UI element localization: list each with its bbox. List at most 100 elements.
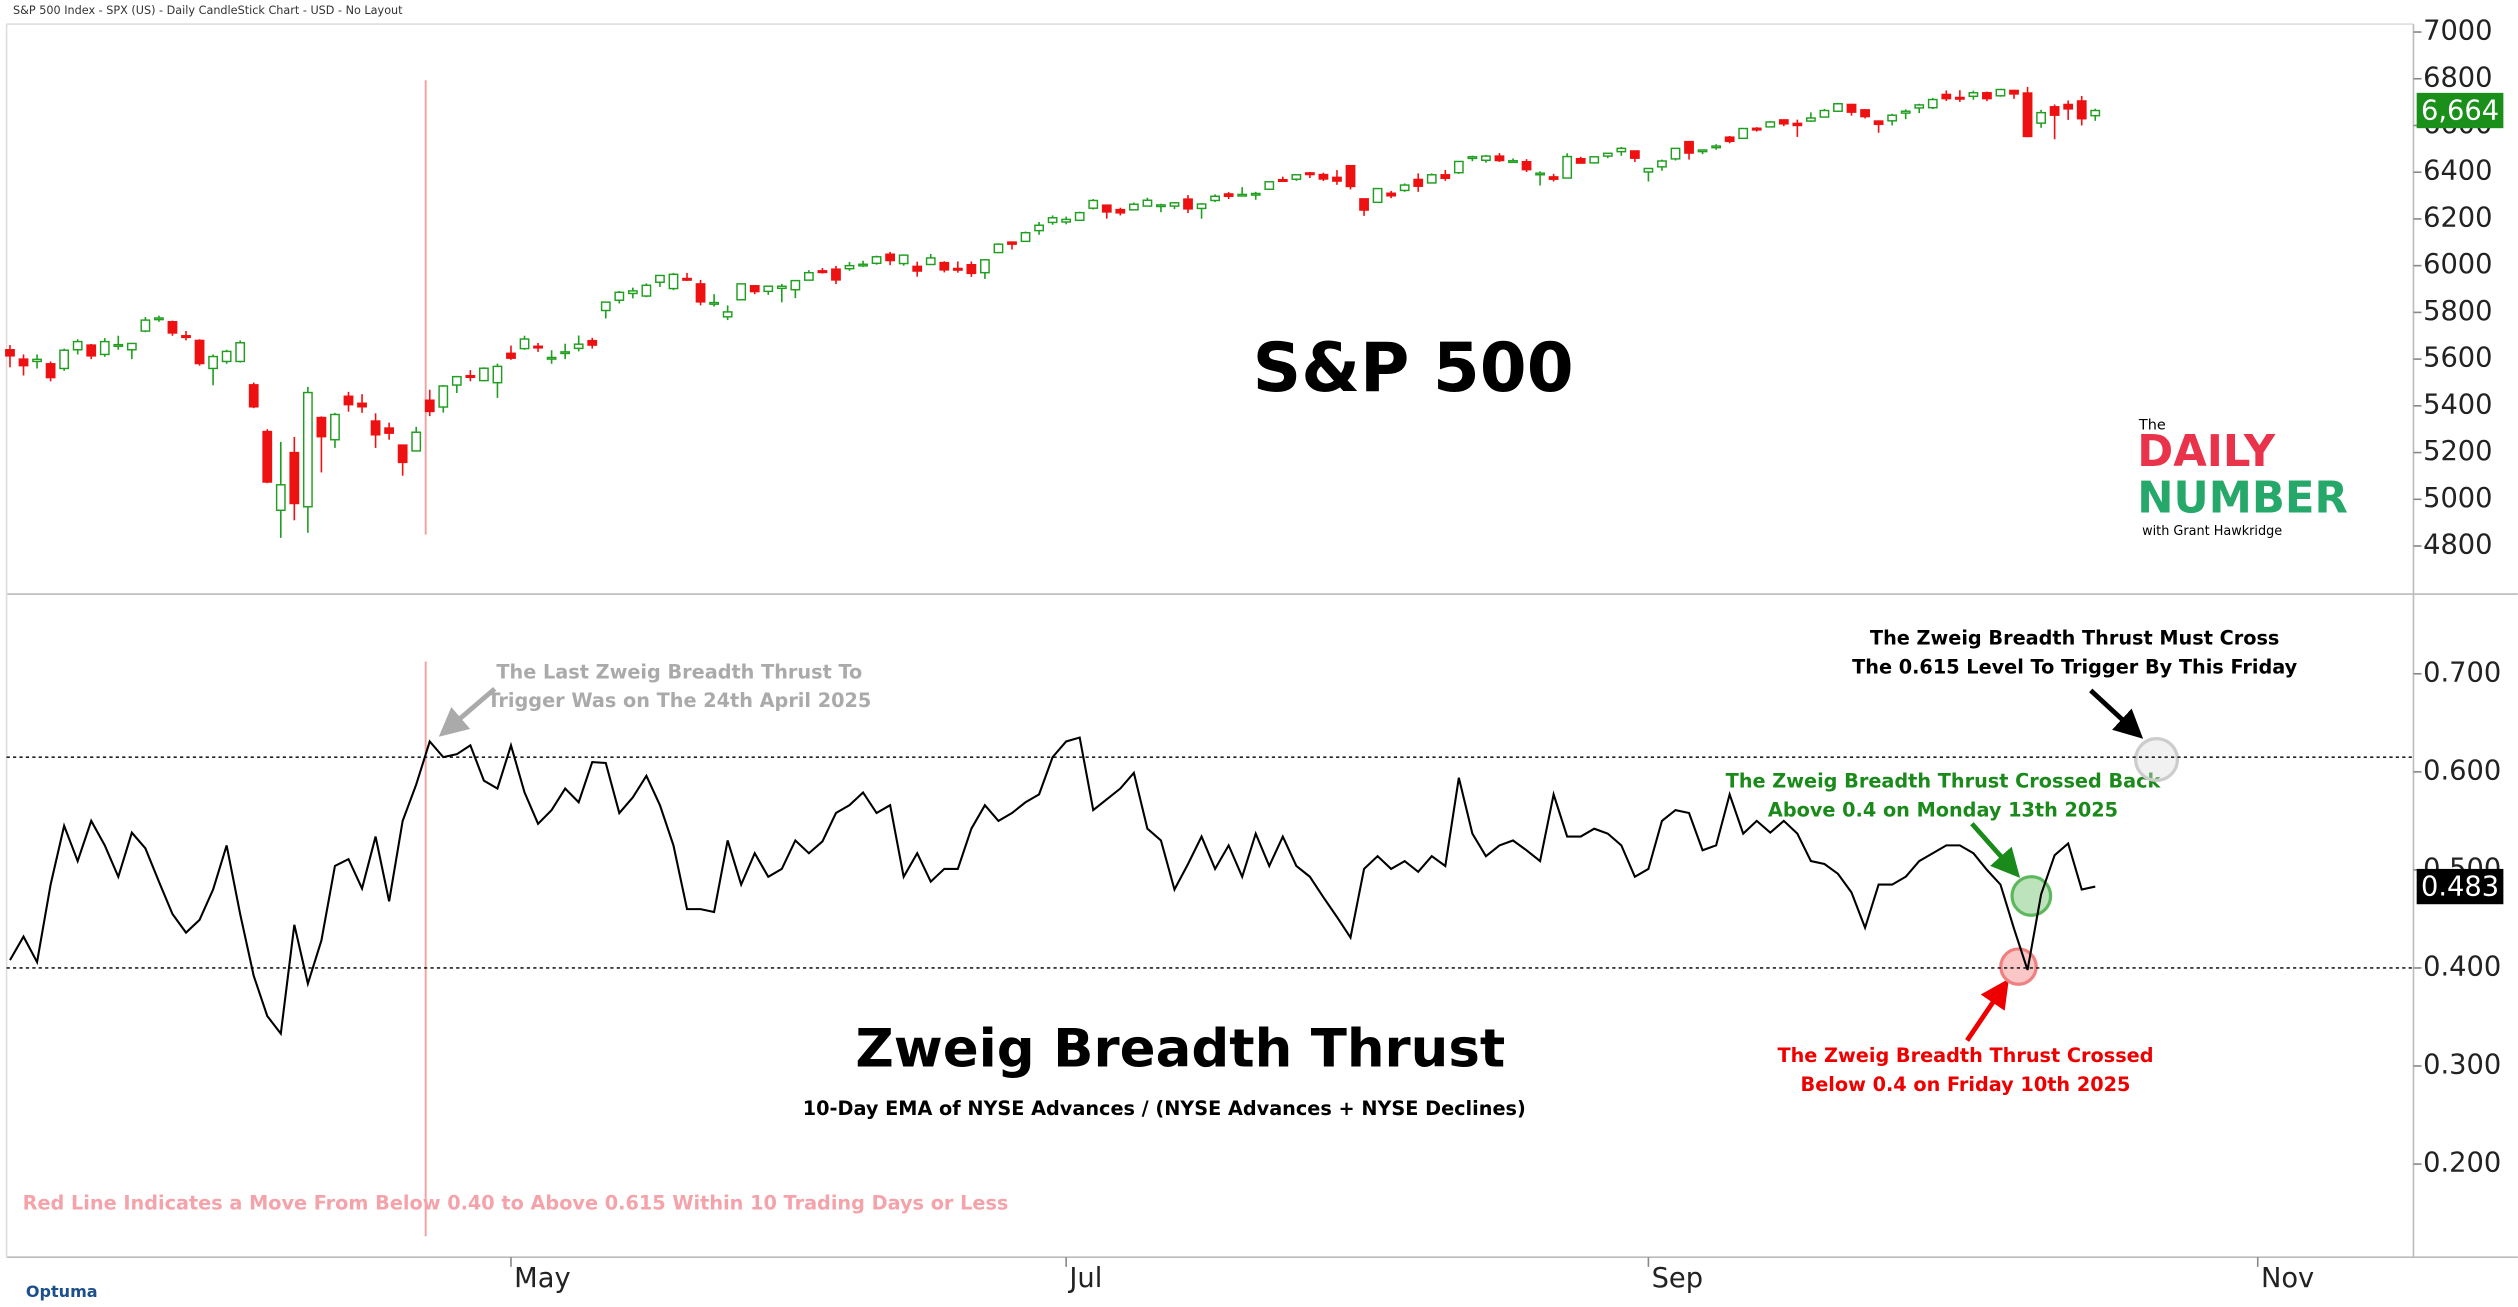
y-tick-label: 5400 bbox=[2423, 389, 2492, 420]
candle-body bbox=[1724, 136, 1735, 143]
candle-body bbox=[384, 427, 395, 434]
candle-body bbox=[357, 402, 367, 408]
candle-body bbox=[1494, 155, 1505, 162]
candle-body bbox=[898, 254, 909, 265]
last-value-label: 0.483 bbox=[2421, 872, 2499, 903]
source: S&P 500 Index - SPX (US) - Daily CandleS… bbox=[13, 4, 403, 17]
candle-body bbox=[668, 273, 679, 290]
x-tick-label: Sep bbox=[1652, 1263, 1703, 1294]
candle-body bbox=[1684, 140, 1694, 154]
candle-body bbox=[641, 284, 652, 297]
candle-body bbox=[1914, 104, 1925, 109]
candle-body bbox=[993, 243, 1004, 254]
candle-body bbox=[1156, 204, 1166, 208]
candle-body bbox=[1670, 147, 1681, 160]
y-tick-label: 5200 bbox=[2423, 436, 2492, 467]
candle-body bbox=[1223, 193, 1234, 197]
candle-body bbox=[1142, 199, 1153, 207]
candle-body bbox=[1047, 217, 1058, 224]
candle-body bbox=[1345, 164, 1356, 188]
candle-body bbox=[912, 265, 923, 272]
subtitle: 10-Day EMA of NYSE Advances / (NYSE Adva… bbox=[803, 1097, 1526, 1120]
candle-body bbox=[722, 311, 733, 318]
logo-text: with Grant Hawkridge bbox=[2142, 524, 2282, 539]
candle-body bbox=[506, 352, 516, 359]
candle-body bbox=[1941, 93, 1952, 100]
candle-body bbox=[858, 263, 868, 267]
candle-body bbox=[438, 385, 449, 408]
candle-body bbox=[831, 268, 841, 281]
candle-body bbox=[1020, 231, 1031, 243]
arrow bbox=[438, 686, 497, 737]
annotation: The Zweig Breadth Thrust Crossed Back bbox=[1726, 769, 2162, 792]
candle-body bbox=[2076, 100, 2087, 120]
candle-body bbox=[1792, 122, 1803, 127]
x-tick-label: Jul bbox=[1067, 1263, 1102, 1294]
annotation: Above 0.4 on Monday 13th 2025 bbox=[1768, 798, 2118, 821]
candle-body bbox=[1508, 160, 1518, 164]
candle-body bbox=[600, 301, 611, 312]
candle-body bbox=[817, 270, 828, 274]
candle-body bbox=[5, 349, 15, 357]
last-value-box bbox=[2416, 868, 2504, 905]
candle-body bbox=[2090, 109, 2101, 117]
candle-body bbox=[221, 350, 232, 363]
candle-body bbox=[1277, 178, 1288, 183]
candle-body bbox=[289, 451, 300, 505]
candle-body bbox=[1968, 92, 1979, 98]
candle-body bbox=[1453, 160, 1464, 174]
candle-body bbox=[1887, 114, 1898, 122]
candle-body bbox=[32, 358, 42, 363]
y-tick-label: 0.400 bbox=[2423, 951, 2501, 982]
candle-body bbox=[1128, 203, 1139, 211]
candle-body bbox=[2036, 111, 2046, 124]
candle-body bbox=[1589, 156, 1600, 164]
candle-body bbox=[627, 290, 638, 295]
last-value-label: 6,664 bbox=[2421, 96, 2499, 127]
candle-body bbox=[154, 317, 164, 321]
candle-body bbox=[952, 267, 963, 271]
y-tick-label: 7000 bbox=[2423, 16, 2492, 47]
candle-body bbox=[1481, 155, 1491, 162]
logo-text: NUMBER bbox=[2137, 473, 2348, 523]
candle-body bbox=[208, 355, 218, 370]
y-tick-label: 5600 bbox=[2423, 343, 2492, 374]
candle-body bbox=[803, 271, 814, 281]
candle-body bbox=[248, 384, 259, 408]
candle-body bbox=[1643, 167, 1654, 173]
candle-body bbox=[316, 416, 327, 438]
candle-body bbox=[1074, 211, 1085, 222]
candle-body bbox=[709, 301, 719, 305]
candle-body bbox=[655, 274, 665, 283]
candle-body bbox=[1616, 147, 1627, 153]
candle-body bbox=[1169, 202, 1180, 207]
candle-body bbox=[587, 339, 598, 346]
candle-body bbox=[1115, 208, 1126, 214]
y-tick-label: 6000 bbox=[2423, 249, 2492, 280]
candle-body bbox=[492, 365, 503, 384]
candle-body bbox=[1304, 172, 1315, 176]
candle-body bbox=[18, 358, 29, 367]
x-tick-label: May bbox=[514, 1263, 570, 1294]
candle-body bbox=[1819, 109, 1830, 118]
candle-body bbox=[763, 285, 774, 293]
candle-body bbox=[1386, 192, 1397, 197]
candle-body bbox=[1846, 103, 1857, 113]
candle-body bbox=[1521, 160, 1532, 171]
candle-body bbox=[939, 261, 950, 271]
candle-body bbox=[871, 256, 882, 265]
candle-body bbox=[1101, 204, 1112, 213]
candle-body bbox=[1738, 127, 1749, 140]
candle-body bbox=[682, 277, 692, 281]
candle-body bbox=[1250, 192, 1261, 196]
candle-body bbox=[546, 356, 557, 360]
candle-body bbox=[167, 321, 178, 334]
candle-body bbox=[1778, 119, 1789, 125]
candle-body bbox=[1602, 152, 1613, 157]
candle-body bbox=[1088, 199, 1099, 209]
candle-body bbox=[275, 484, 286, 511]
candle-body bbox=[790, 279, 801, 291]
candle-body bbox=[885, 253, 896, 262]
candle-body bbox=[1873, 120, 1884, 126]
